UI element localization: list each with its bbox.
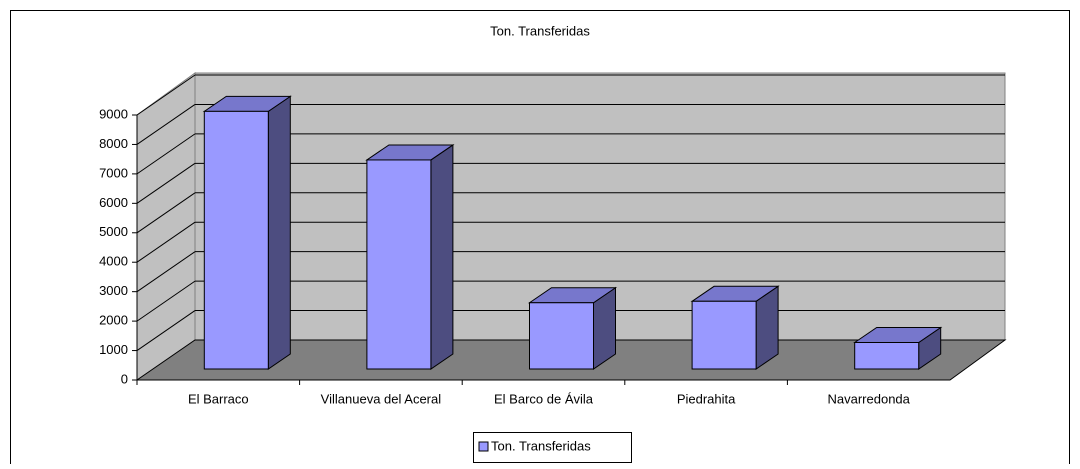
grid-line: [136, 192, 196, 234]
legend: [473, 432, 632, 463]
x-tick-label: Navarredonda: [828, 391, 911, 406]
chart-title: Ton. Transferidas: [490, 23, 590, 38]
grid-line: [136, 133, 196, 175]
legend-swatch: [478, 441, 489, 452]
x-tick-label: El Barco de Ávila: [494, 391, 594, 406]
bars: [202, 95, 943, 370]
y-tick-label: 5000: [99, 224, 128, 239]
grid-line: [136, 221, 196, 263]
y-tick-label: 7000: [99, 165, 128, 180]
y-tick-label: 9000: [99, 106, 128, 121]
y-tick-label: 8000: [99, 136, 128, 151]
grid-line: [136, 162, 196, 204]
bar: [691, 300, 757, 370]
bar: [529, 302, 594, 370]
x-tick-label: Piedrahita: [677, 391, 736, 406]
bar: [366, 159, 432, 370]
y-tick-label: 2000: [99, 313, 128, 328]
y-tick-label: 0: [121, 371, 128, 386]
grid-line: [136, 280, 196, 322]
bar-side: [267, 95, 291, 370]
bar-side: [430, 143, 454, 370]
y-tick-label: 1000: [99, 342, 128, 357]
y-tick-label: 6000: [99, 195, 128, 210]
bar: [203, 110, 269, 370]
grid-line: [136, 310, 196, 351]
y-tick-label: 3000: [99, 283, 128, 298]
bar: [854, 342, 920, 370]
grid-line: [136, 74, 196, 116]
y-tick-label: 4000: [99, 254, 128, 269]
grid-line: [136, 104, 196, 145]
grid-line: [136, 251, 196, 293]
x-tick-label: Villanueva del Aceral: [321, 391, 442, 406]
x-tick-label: El Barraco: [188, 391, 249, 406]
legend-label: Ton. Transferidas: [491, 438, 591, 453]
